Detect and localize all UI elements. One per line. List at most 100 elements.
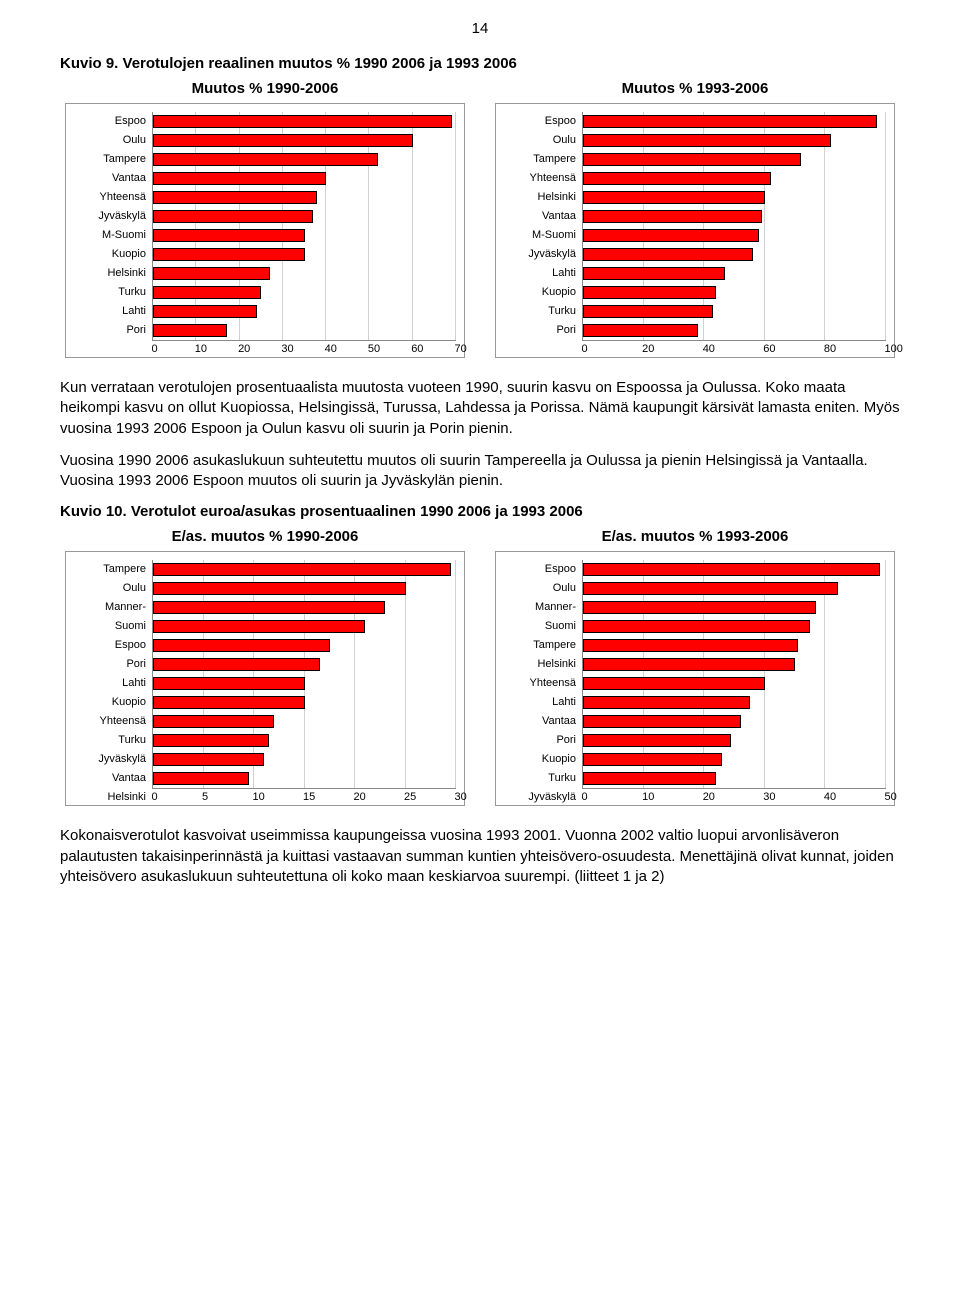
bar-row	[583, 674, 886, 693]
kuvio9-title: Kuvio 9. Verotulojen reaalinen muutos % …	[60, 55, 900, 72]
x-tick: 40	[703, 343, 704, 355]
x-tick: 20	[354, 791, 355, 803]
x-tick: 30	[455, 791, 456, 803]
category-label: Tampere	[74, 560, 146, 579]
category-label: Kuopio	[74, 693, 146, 712]
bar	[153, 677, 305, 690]
y-axis-labels: EspooOuluTampereYhteensäHelsinkiVantaaM-…	[504, 112, 582, 340]
bar-row	[583, 769, 886, 788]
bar	[583, 115, 877, 128]
x-tick: 20	[238, 343, 239, 355]
bar-row	[153, 150, 456, 169]
category-label: Helsinki	[74, 264, 146, 283]
category-label: Lahti	[74, 302, 146, 321]
bar	[583, 715, 741, 728]
bar-row	[583, 112, 886, 131]
bar	[153, 210, 313, 223]
bar-row	[583, 655, 886, 674]
bar	[153, 734, 269, 747]
category-label: Manner-Suomi	[74, 598, 146, 636]
bar-row	[583, 169, 886, 188]
chart-frame: EspooOuluTampereVantaaYhteensäJyväskyläM…	[65, 103, 465, 358]
chart-frame: EspooOuluTampereYhteensäHelsinkiVantaaM-…	[495, 103, 895, 358]
category-label: Espoo	[74, 112, 146, 131]
x-axis: 051015202530	[152, 789, 456, 803]
category-label: Turku	[74, 283, 146, 302]
bar	[153, 639, 330, 652]
x-tick: 10	[253, 791, 254, 803]
x-tick: 60	[411, 343, 412, 355]
category-label: Oulu	[504, 131, 576, 150]
bar-row	[583, 245, 886, 264]
x-tick: 0	[152, 791, 153, 803]
paragraph-3: Kokonaisverotulot kasvoivat useimmissa k…	[60, 826, 900, 887]
bar	[153, 563, 451, 576]
bar	[583, 172, 771, 185]
category-label: Espoo	[504, 112, 576, 131]
category-label: Lahti	[74, 674, 146, 693]
bar	[153, 582, 406, 595]
bar-row	[583, 321, 886, 340]
bar-row	[153, 169, 456, 188]
plot-area	[152, 112, 456, 341]
x-axis: 01020304050	[582, 789, 886, 803]
bar-row	[153, 112, 456, 131]
x-tick: 100	[884, 343, 885, 355]
x-tick: 50	[368, 343, 369, 355]
x-tick: 50	[884, 791, 885, 803]
chart-frame: TampereOuluManner-SuomiEspooPoriLahtiKuo…	[65, 551, 465, 806]
chart-title: E/as. muutos % 1990-2006	[65, 528, 465, 545]
category-label: M-Suomi	[74, 226, 146, 245]
category-label: Turku	[74, 731, 146, 750]
bar-row	[153, 750, 456, 769]
y-axis-labels: EspooOuluManner-SuomiTampereHelsinkiYhte…	[504, 560, 582, 788]
category-label: Jyväskylä	[74, 750, 146, 769]
x-tick: 20	[703, 791, 704, 803]
bar	[583, 734, 731, 747]
bar-row	[583, 207, 886, 226]
category-label: Pori	[74, 321, 146, 340]
category-label: Oulu	[74, 131, 146, 150]
category-label: Pori	[74, 655, 146, 674]
category-label: Kuopio	[504, 750, 576, 769]
bar	[583, 677, 765, 690]
bar-row	[153, 693, 456, 712]
category-label: Vantaa	[504, 207, 576, 226]
bar-row	[583, 712, 886, 731]
bar-row	[153, 131, 456, 150]
bar-row	[153, 245, 456, 264]
category-label: Manner-Suomi	[504, 598, 576, 636]
kuvio10-charts: E/as. muutos % 1990-2006 TampereOuluManne…	[60, 528, 900, 806]
category-label: Yhteensä	[504, 674, 576, 693]
category-label: Helsinki	[504, 188, 576, 207]
bar-row	[153, 636, 456, 655]
page-number: 14	[60, 20, 900, 37]
bar-row	[583, 598, 886, 617]
bar	[153, 191, 317, 204]
bar-row	[153, 302, 456, 321]
bar-row	[583, 636, 886, 655]
category-label: Yhteensä	[504, 169, 576, 188]
category-label: Jyväskylä	[504, 788, 576, 807]
x-tick: 10	[642, 791, 643, 803]
bar	[153, 324, 227, 337]
y-axis-labels: TampereOuluManner-SuomiEspooPoriLahtiKuo…	[74, 560, 152, 788]
kuvio9-charts: Muutos % 1990-2006EspooOuluTampereVantaa…	[60, 80, 900, 358]
bar	[583, 210, 762, 223]
bar-row	[153, 655, 456, 674]
x-tick: 80	[824, 343, 825, 355]
bar	[583, 191, 765, 204]
bar-row	[583, 226, 886, 245]
bar	[583, 153, 801, 166]
category-label: Pori	[504, 731, 576, 750]
paragraph-2: Vuosina 1990 2006 asukaslukuun suhteutet…	[60, 451, 900, 492]
bar	[583, 620, 810, 633]
bar-row	[153, 598, 456, 617]
bar	[583, 639, 798, 652]
bar	[153, 172, 326, 185]
bar	[583, 753, 722, 766]
bar	[153, 286, 261, 299]
x-tick: 70	[454, 343, 455, 355]
bar	[583, 563, 880, 576]
bar	[153, 248, 305, 261]
